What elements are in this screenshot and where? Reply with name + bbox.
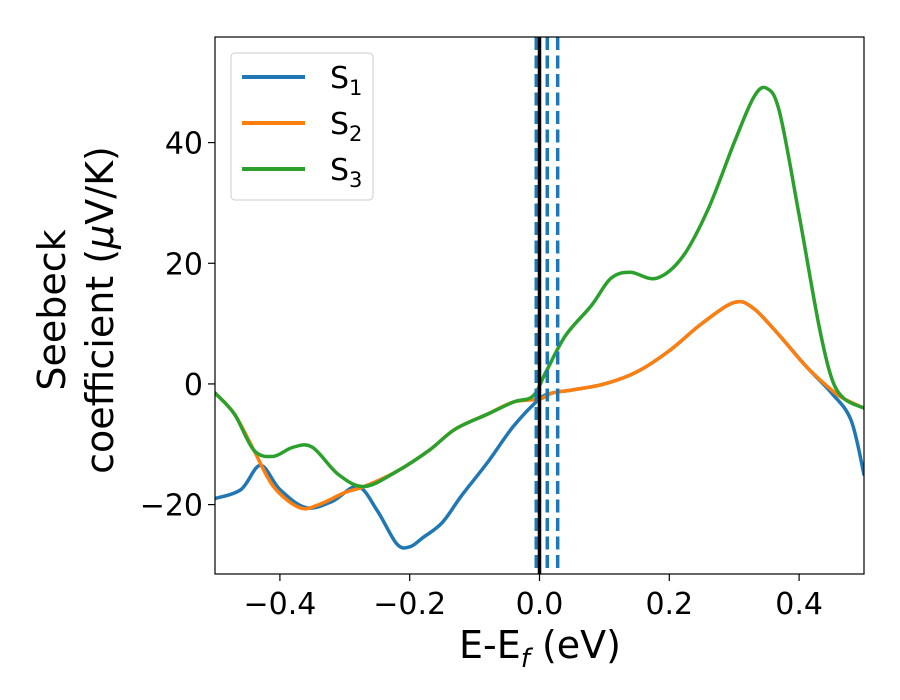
x-tick-label: 0.2 [645, 587, 693, 622]
legend-label-s3: S3 [330, 153, 362, 192]
legend-box [230, 52, 374, 201]
legend-label-s2: S2 [330, 107, 362, 146]
y-axis-label-line2: coefficient (μV/K) [78, 146, 122, 474]
y-axis-ticks: −20 0 20 40 [140, 127, 215, 524]
series-line-s3 [215, 85, 864, 489]
fermi-vlines [534, 37, 560, 574]
x-tick-label: −0.4 [243, 587, 316, 622]
y-tick-label: −20 [140, 489, 203, 524]
x-axis-ticks: −0.4 −0.2 0.0 0.2 0.4 [243, 574, 823, 622]
x-tick-label: 0.0 [516, 587, 564, 622]
x-axis-label: E-Ef (eV) [459, 623, 621, 674]
y-tick-label: 20 [165, 247, 203, 282]
y-axis-label: Seebeck coefficient (μV/K) [30, 146, 122, 474]
y-tick-label: 40 [165, 127, 203, 162]
legend-label-s1: S1 [330, 61, 362, 100]
x-tick-label: 0.4 [775, 587, 823, 622]
y-tick-label: 0 [184, 368, 203, 403]
y-axis-label-line1: Seebeck [30, 229, 74, 390]
x-tick-label: −0.2 [373, 587, 446, 622]
legend: S1 S2 S3 [230, 52, 374, 201]
